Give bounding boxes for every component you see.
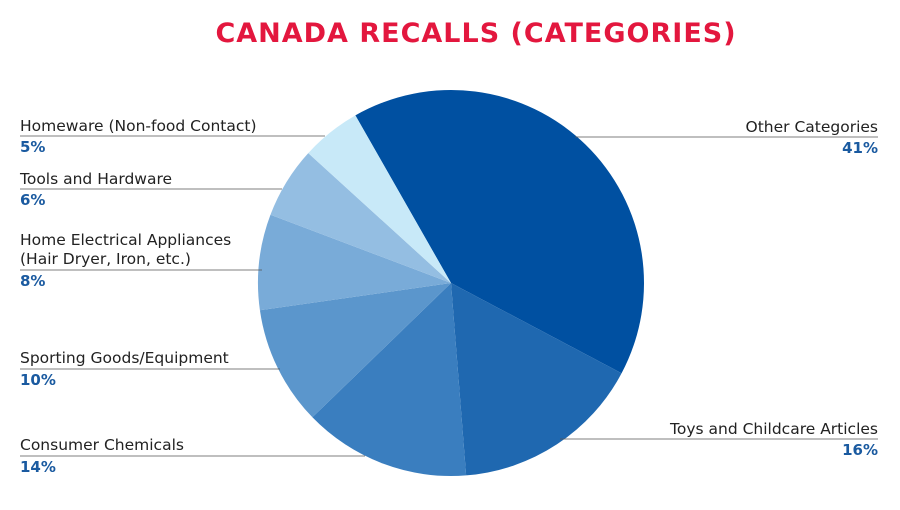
pie-slice — [259, 283, 451, 418]
category-label: Other Categories — [745, 118, 878, 136]
category-label: Home Electrical Appliances (Hair Dryer, … — [20, 231, 232, 268]
pie-slice — [308, 115, 451, 283]
category-label: Toys and Childcare Articles — [670, 420, 878, 438]
pie-slice — [451, 283, 622, 476]
value-label: 41% — [842, 139, 878, 157]
pie-slice — [355, 89, 644, 374]
category-label: Consumer Chemicals — [20, 436, 184, 454]
category-label: Tools and Hardware — [20, 170, 173, 188]
category-label: Homeware (Non-food Contact) — [20, 117, 257, 135]
value-label: 8% — [20, 272, 46, 290]
value-label: 16% — [842, 441, 878, 459]
pie-slice — [258, 214, 451, 311]
value-label: 14% — [20, 458, 56, 476]
chart-title: CANADA RECALLS (CATEGORIES) — [215, 18, 737, 49]
pie-slice — [312, 283, 467, 476]
value-label: 5% — [20, 138, 46, 156]
pie-slice — [270, 153, 451, 283]
value-label: 6% — [20, 191, 46, 209]
category-label: Sporting Goods/Equipment — [20, 349, 229, 367]
value-label: 10% — [20, 371, 56, 389]
